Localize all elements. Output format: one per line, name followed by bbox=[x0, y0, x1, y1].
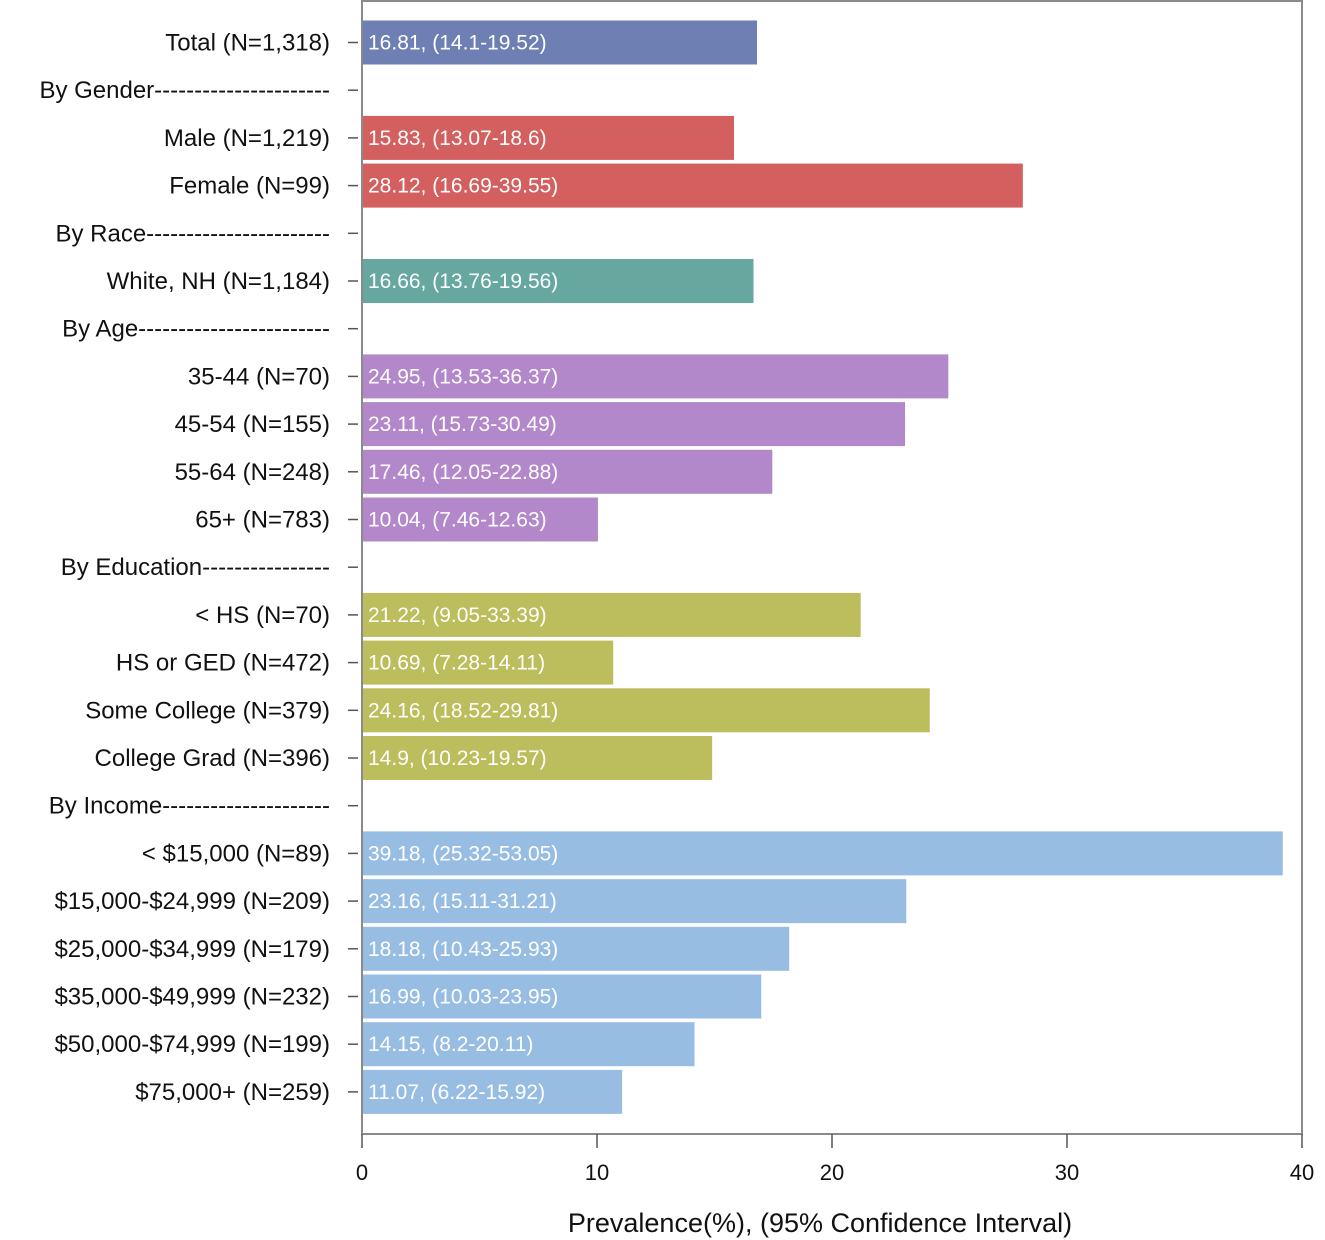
category-label: 65+ (N=783) bbox=[195, 507, 330, 534]
bar-data-label: 16.66, (13.76-19.56) bbox=[368, 270, 558, 293]
x-axis-title: Prevalence(%), (95% Confidence Interval) bbox=[568, 1208, 1072, 1238]
axes: 0 10 20 30 40 bbox=[348, 0, 1314, 1185]
bar bbox=[363, 926, 790, 971]
category-label: $35,000-$49,999 (N=232) bbox=[54, 984, 330, 1011]
bar bbox=[363, 20, 758, 65]
bar bbox=[363, 402, 906, 447]
bar bbox=[363, 974, 762, 1019]
category-label: Some College (N=379) bbox=[85, 697, 330, 724]
bar-data-label: 16.81, (14.1-19.52) bbox=[368, 32, 547, 55]
bar bbox=[363, 259, 754, 303]
bars: 16.81, (14.1-19.52) 15.83, (13.07-18.6) 28… bbox=[363, 20, 1283, 1114]
bar-data-label: 15.83, (13.07-18.6) bbox=[368, 127, 547, 150]
category-label: $75,000+ (N=259) bbox=[135, 1079, 330, 1106]
category-label: Female (N=99) bbox=[169, 173, 330, 200]
category-label: 35-44 (N=70) bbox=[188, 363, 330, 390]
bar-data-label: 11.07, (6.22-15.92) bbox=[368, 1081, 545, 1104]
category-label: $15,000-$24,999 (N=209) bbox=[54, 888, 330, 915]
bar-data-label: 14.15, (8.2-20.11) bbox=[368, 1033, 533, 1056]
group-header-label: By Education---------------- bbox=[61, 554, 330, 581]
bar-data-label: 23.16, (15.11-31.21) bbox=[368, 890, 557, 913]
bar bbox=[363, 831, 1283, 876]
bar bbox=[363, 736, 713, 780]
bar bbox=[363, 879, 907, 924]
bar-data-label: 10.69, (7.28-14.11) bbox=[368, 652, 545, 675]
bar-data-label: 23.11, (15.73-30.49) bbox=[368, 413, 557, 436]
x-tick-label: 20 bbox=[820, 1160, 844, 1185]
category-label: < HS (N=70) bbox=[195, 602, 330, 629]
bar-data-label: 18.18, (10.43-25.93) bbox=[368, 938, 558, 961]
bar-data-label: 39.18, (25.32-53.05) bbox=[368, 842, 558, 865]
category-label: College Grad (N=396) bbox=[95, 745, 330, 772]
group-header-label: By Age------------------------ bbox=[62, 316, 330, 343]
bar-data-label: 21.22, (9.05-33.39) bbox=[368, 604, 547, 627]
bar bbox=[363, 688, 930, 733]
x-tick-label: 30 bbox=[1055, 1160, 1079, 1185]
category-label: 45-54 (N=155) bbox=[175, 411, 330, 438]
bar-data-label: 24.16, (18.52-29.81) bbox=[368, 699, 558, 722]
bar-data-label: 17.46, (12.05-22.88) bbox=[368, 461, 558, 484]
bar bbox=[363, 115, 735, 160]
bar-data-label: 16.99, (10.03-23.95) bbox=[368, 986, 558, 1009]
category-label: Male (N=1,219) bbox=[164, 125, 330, 152]
bar bbox=[363, 497, 598, 542]
category-labels: Total (N=1,318) By Gender----------------… bbox=[39, 30, 330, 1106]
x-tick-label: 40 bbox=[1290, 1160, 1314, 1185]
bar bbox=[363, 449, 773, 494]
category-label: < $15,000 (N=89) bbox=[142, 840, 330, 867]
bar-data-label: 28.12, (16.69-39.55) bbox=[368, 175, 558, 198]
group-header-label: By Race----------------------- bbox=[55, 220, 330, 247]
bar bbox=[363, 640, 614, 685]
x-tick-label: 10 bbox=[585, 1160, 609, 1185]
bar bbox=[363, 592, 861, 637]
bar-data-label: 14.9, (10.23-19.57) bbox=[368, 747, 547, 770]
group-header-label: By Gender---------------------- bbox=[39, 77, 330, 104]
bar bbox=[363, 1069, 623, 1114]
category-label: $25,000-$34,999 (N=179) bbox=[54, 936, 330, 963]
bar bbox=[363, 1022, 695, 1067]
category-label: White, NH (N=1,184) bbox=[107, 268, 330, 295]
category-label: $50,000-$74,999 (N=199) bbox=[54, 1031, 330, 1058]
category-label: Total (N=1,318) bbox=[165, 30, 330, 57]
bar-data-label: 24.95, (13.53-36.37) bbox=[368, 365, 558, 388]
x-tick-label: 0 bbox=[356, 1160, 368, 1185]
bar bbox=[363, 354, 949, 399]
bar-data-label: 10.04, (7.46-12.63) bbox=[368, 509, 547, 532]
bar bbox=[363, 163, 1023, 208]
category-label: HS or GED (N=472) bbox=[116, 650, 330, 677]
category-label: 55-64 (N=248) bbox=[175, 459, 330, 486]
group-header-label: By Income--------------------- bbox=[49, 793, 330, 820]
